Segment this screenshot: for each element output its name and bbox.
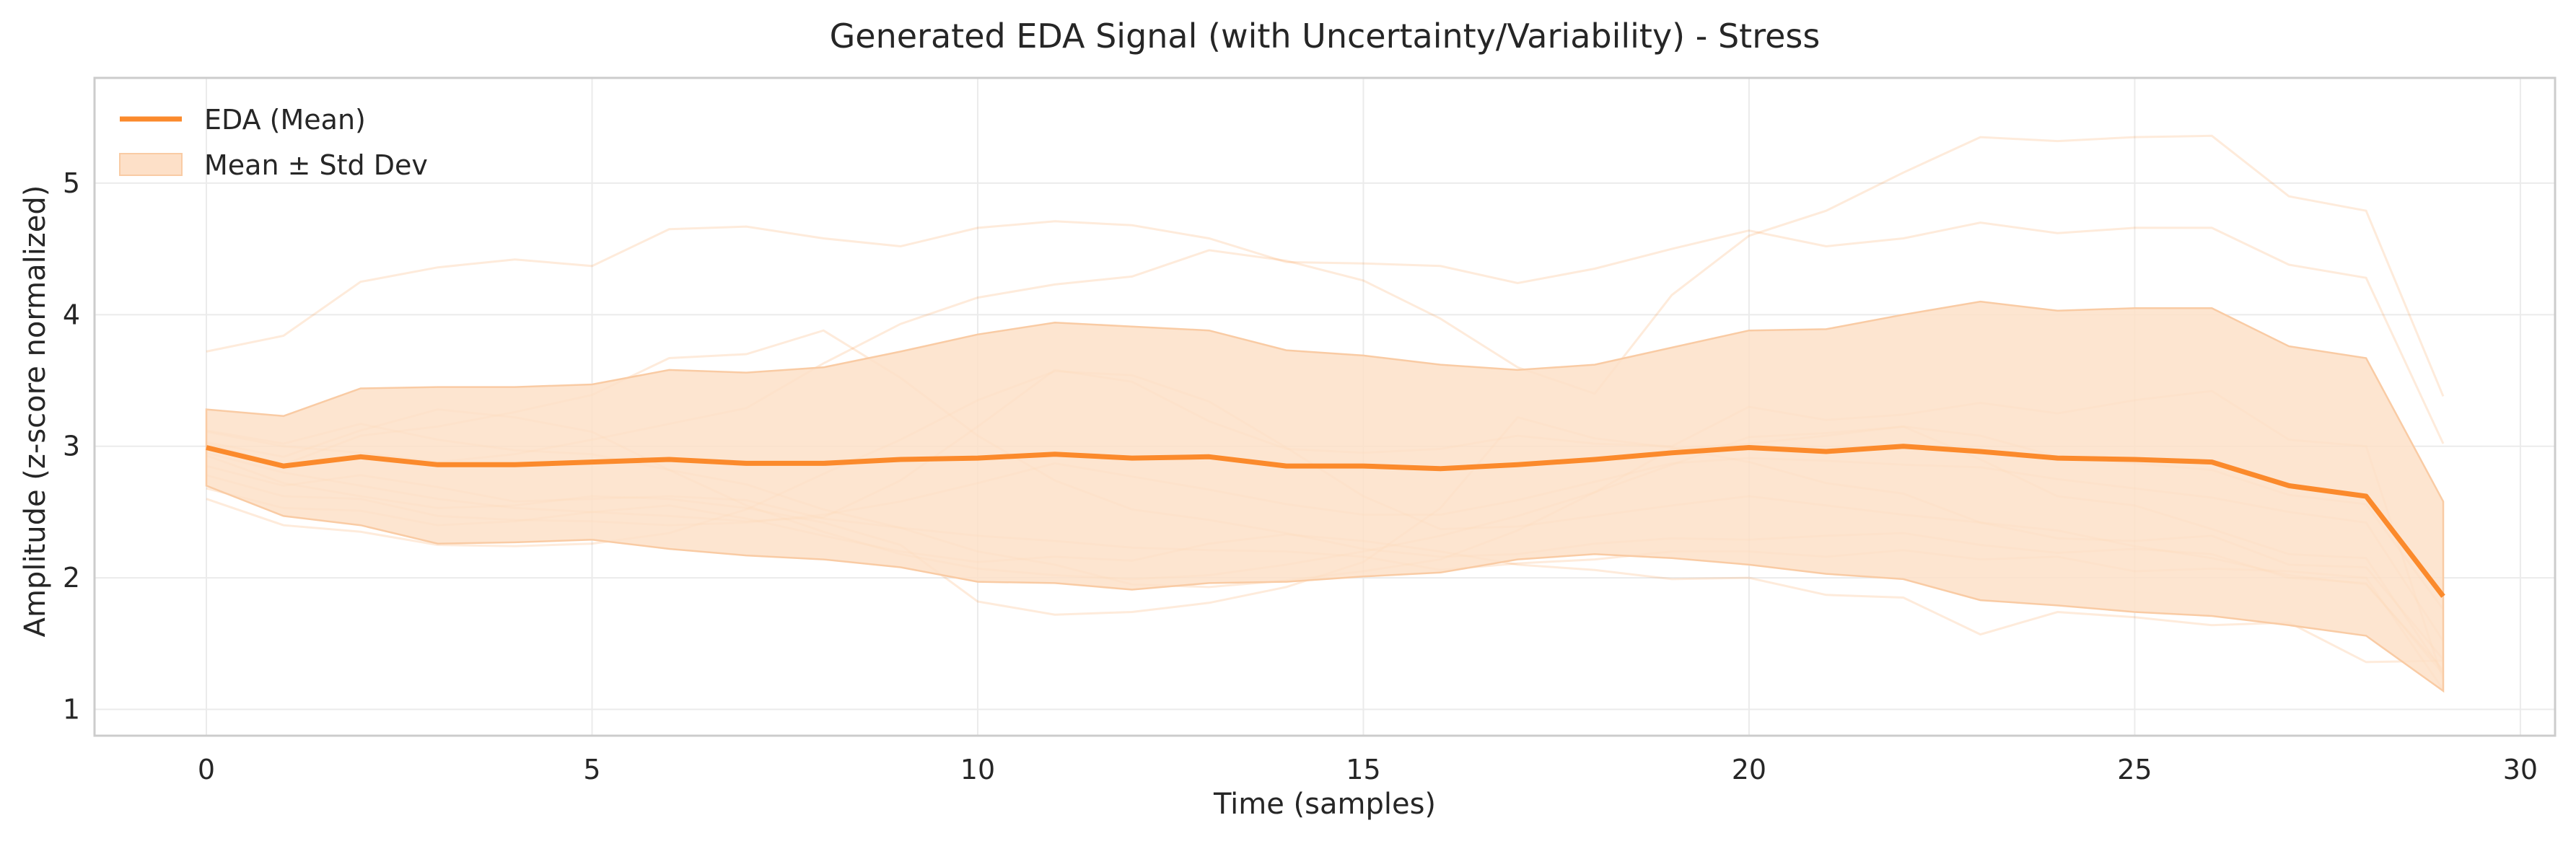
y-tick-label: 4 [63, 299, 80, 330]
x-tick-label: 30 [2503, 754, 2538, 785]
std-dev-band [205, 300, 2445, 693]
legend-label-mean: EDA (Mean) [204, 104, 366, 136]
legend: EDA (Mean) Mean ± Std Dev [119, 104, 428, 181]
x-tick-label: 0 [198, 754, 215, 785]
sample-trajectory-line [206, 220, 2445, 444]
y-axis-ticks: 1 2 3 4 5 [63, 167, 80, 726]
std-dev-band-area [205, 300, 2445, 693]
x-tick-label: 10 [960, 754, 995, 785]
x-tick-label: 20 [1732, 754, 1766, 785]
x-axis-label: Time (samples) [1213, 788, 1436, 821]
x-axis-ticks: 0 5 10 15 20 25 30 [198, 754, 2538, 785]
y-tick-label: 3 [63, 431, 80, 462]
x-tick-label: 25 [2117, 754, 2152, 785]
x-tick-label: 5 [583, 754, 600, 785]
y-tick-label: 2 [63, 562, 80, 594]
x-tick-label: 15 [1346, 754, 1380, 785]
plot-frame [93, 76, 2557, 737]
mean-series [206, 444, 2445, 598]
mean-line [206, 444, 2445, 598]
legend-label-band: Mean ± Std Dev [204, 149, 428, 181]
legend-swatch-band [119, 153, 183, 176]
y-axis-label: Amplitude (z-score normalized) [19, 185, 52, 638]
y-tick-label: 1 [63, 694, 80, 726]
y-tick-label: 5 [63, 167, 80, 199]
chart-title: Generated EDA Signal (with Uncertainty/V… [830, 17, 1821, 56]
